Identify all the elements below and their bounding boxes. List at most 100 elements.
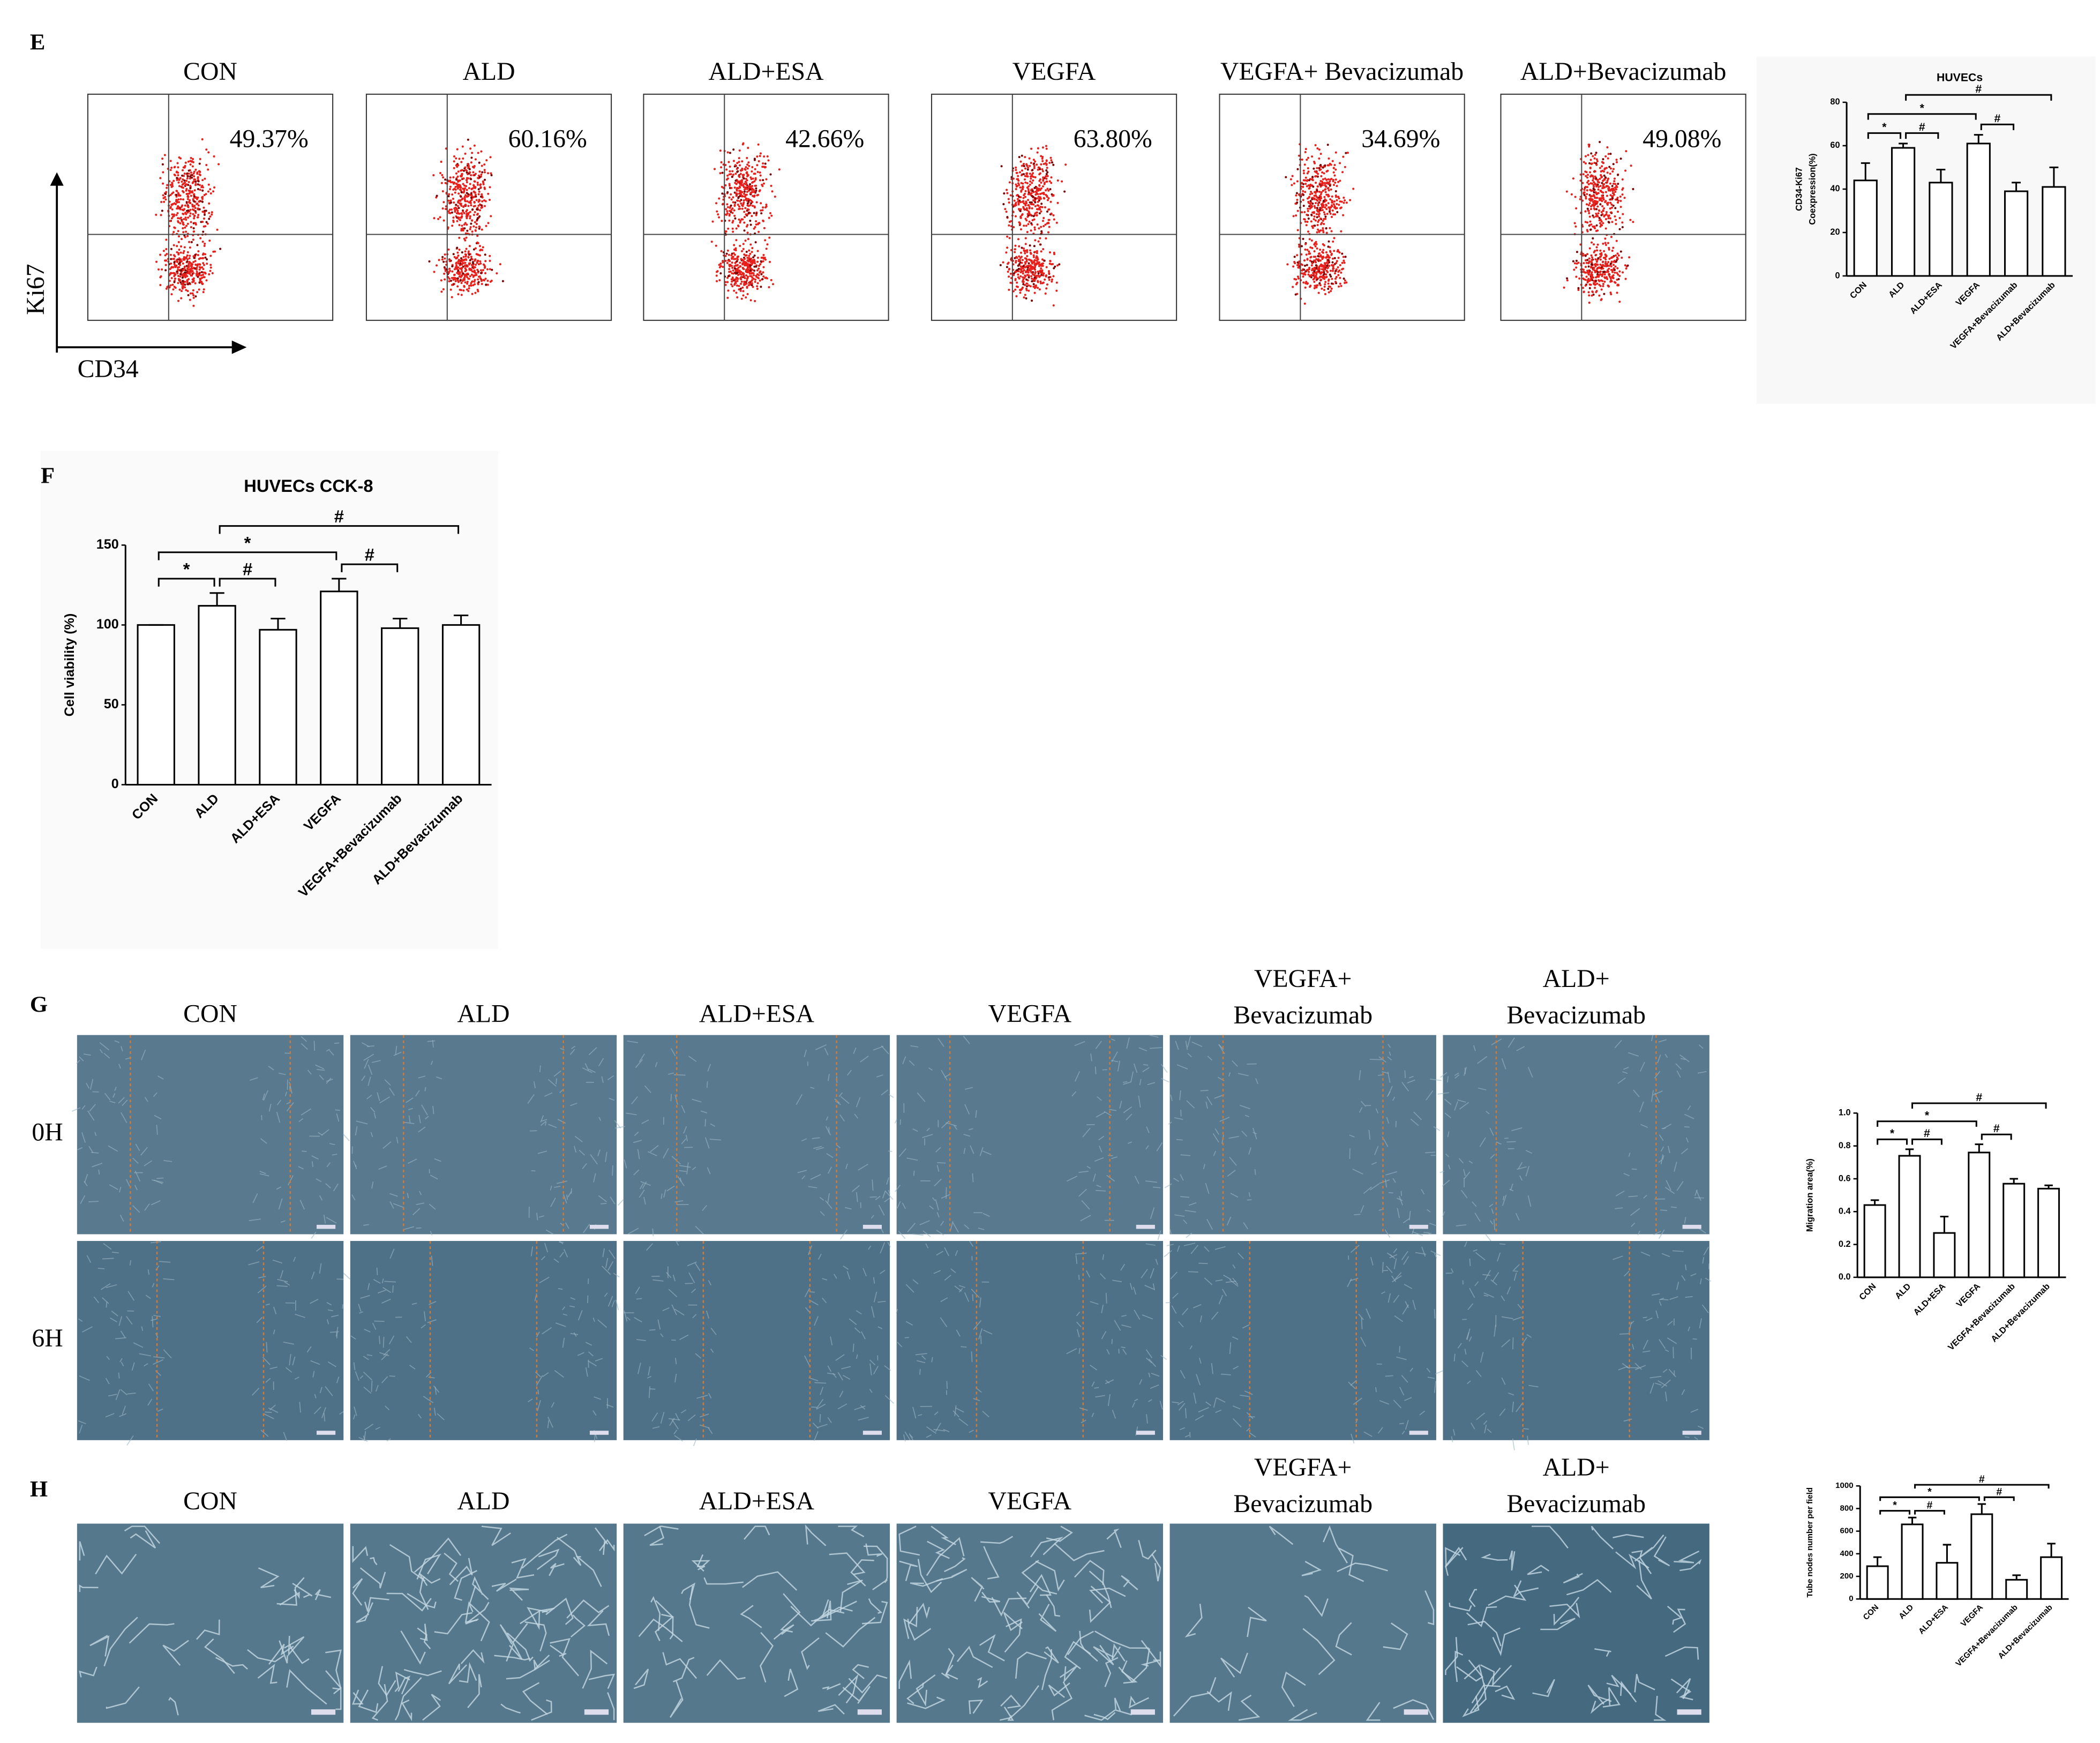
event-dot: [177, 268, 179, 271]
panel-letter: F: [41, 463, 55, 489]
event-dot: [1323, 262, 1326, 265]
event-dot: [1599, 203, 1602, 206]
event-dot: [1320, 175, 1323, 177]
event-dot: [716, 210, 718, 213]
event-dot: [741, 191, 744, 193]
event-dot: [1031, 174, 1033, 176]
event-dot: [472, 214, 475, 216]
event-dot: [479, 269, 482, 272]
event-dot: [440, 279, 442, 282]
event-dot: [1039, 237, 1041, 240]
event-dot: [1314, 225, 1316, 227]
event-dot: [731, 280, 733, 283]
event-dot: [192, 294, 195, 297]
event-dot: [197, 214, 200, 216]
event-dot: [475, 195, 477, 198]
event-dot: [1598, 210, 1601, 212]
event-dot: [195, 268, 198, 271]
event-dot: [742, 177, 745, 180]
event-dot: [1593, 216, 1595, 219]
event-dot: [727, 275, 730, 278]
event-dot: [474, 221, 476, 223]
event-dot: [188, 169, 190, 172]
event-dot: [453, 188, 456, 190]
event-dot: [159, 284, 162, 287]
event-dot: [1616, 272, 1618, 274]
event-dot: [734, 264, 737, 267]
event-dot: [1033, 218, 1036, 221]
event-dot: [433, 217, 436, 220]
event-dot: [1594, 258, 1597, 261]
event-dot: [195, 273, 198, 275]
event-dot: [732, 220, 734, 222]
event-dot: [1014, 248, 1016, 251]
event-dot: [1048, 251, 1052, 254]
event-dot: [484, 253, 486, 256]
event-dot: [742, 272, 745, 275]
event-dot: [170, 185, 173, 188]
event-dot: [1618, 301, 1621, 303]
event-dot: [1599, 258, 1602, 261]
event-dot: [747, 204, 749, 207]
event-dot: [732, 174, 734, 176]
event-dot: [1316, 210, 1319, 212]
event-dot: [1326, 264, 1329, 267]
event-dot: [196, 291, 199, 294]
event-dot: [1042, 272, 1045, 275]
event-dot: [739, 287, 742, 290]
event-dot: [176, 200, 178, 203]
event-dot: [198, 288, 200, 291]
event-dot: [1596, 271, 1599, 273]
event-dot: [471, 166, 474, 168]
event-dot: [191, 205, 194, 208]
event-dot: [764, 162, 767, 165]
event-dot: [194, 282, 197, 285]
event-dot: [1316, 231, 1318, 234]
event-dot: [742, 243, 745, 245]
event-dot: [737, 196, 740, 198]
event-dot: [1302, 169, 1305, 172]
event-dot: [469, 226, 472, 229]
event-dot: [1587, 265, 1590, 268]
event-dot: [188, 189, 190, 192]
event-dot: [759, 174, 762, 177]
event-dot: [177, 235, 181, 238]
event-dot: [1024, 261, 1026, 264]
event-dot: [1602, 285, 1604, 288]
plot-frame: [87, 93, 334, 321]
event-dot: [1046, 167, 1048, 169]
event-dot: [1344, 199, 1346, 202]
event-dot: [753, 260, 755, 263]
event-dot: [180, 297, 183, 300]
event-dot: [740, 258, 742, 260]
event-dot: [456, 166, 459, 168]
event-dot: [1582, 271, 1585, 273]
cell-texture: [539, 1065, 541, 1072]
event-dot: [1333, 174, 1336, 177]
event-dot: [1050, 176, 1053, 179]
event-dot: [177, 174, 179, 177]
event-dot: [1019, 186, 1022, 189]
event-dot: [1006, 189, 1008, 191]
event-dot: [1026, 175, 1029, 178]
event-dot: [1617, 174, 1619, 176]
event-dot: [214, 250, 216, 253]
event-dot: [768, 216, 770, 219]
event-dot: [1336, 199, 1338, 201]
event-dot: [1024, 190, 1027, 192]
event-dot: [1335, 275, 1338, 278]
event-dot: [1333, 163, 1336, 166]
event-dot: [1329, 184, 1331, 187]
event-dot: [1030, 229, 1032, 232]
event-dot: [476, 213, 479, 215]
event-dot: [726, 261, 729, 264]
event-dot: [174, 277, 176, 280]
event-dot: [735, 183, 738, 185]
event-dot: [451, 193, 454, 196]
event-dot: [191, 174, 193, 176]
event-dot: [176, 266, 179, 269]
event-dot: [1049, 200, 1052, 203]
event-dot: [1330, 188, 1332, 191]
event-dot: [1314, 162, 1316, 164]
event-dot: [1595, 276, 1598, 279]
